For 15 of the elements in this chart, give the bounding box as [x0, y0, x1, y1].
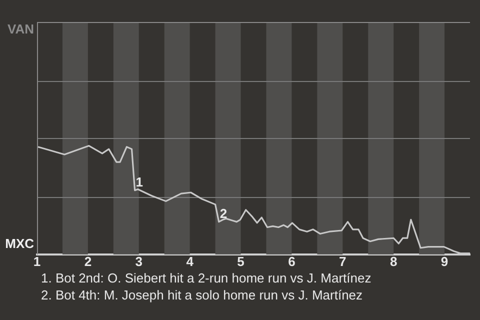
- text: MXC: [5, 236, 35, 251]
- x-tick-label: 2: [84, 254, 92, 269]
- annotation: 2: [220, 206, 228, 221]
- x-tick-label: 1: [33, 254, 41, 269]
- x-tick-label: 4: [186, 254, 194, 269]
- x-tick-label: 3: [135, 254, 142, 269]
- x-tick-label: 6: [288, 254, 296, 269]
- text: VAN: [8, 22, 34, 37]
- annotation: 1: [136, 174, 144, 190]
- x-tick-label: 8: [390, 254, 398, 269]
- text: 2. Bot 4th: M. Joseph hit a solo home run vs J. Martínez: [41, 287, 363, 302]
- x-tick-label: 5: [237, 254, 244, 269]
- x-tick-label: 9: [440, 254, 448, 269]
- x-tick-label: 7: [339, 254, 346, 269]
- text: 1. Bot 2nd: O. Siebert hit a 2-run home run vs J. Martínez: [41, 270, 372, 286]
